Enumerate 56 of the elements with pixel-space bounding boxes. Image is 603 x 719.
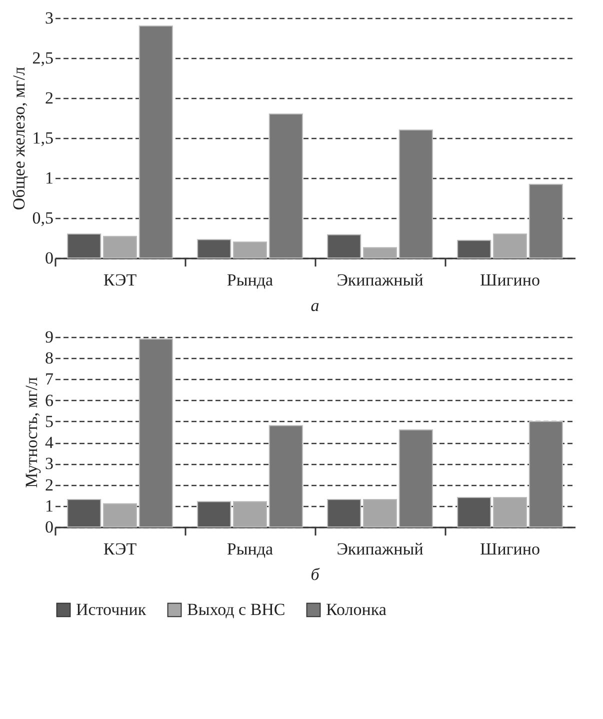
y-tick-label: 9 xyxy=(45,328,54,346)
bar xyxy=(197,501,232,528)
bar xyxy=(327,234,362,258)
y-tick-label: 3 xyxy=(45,8,54,28)
y-tick-label: 0 xyxy=(45,518,54,536)
bar xyxy=(492,234,528,258)
x-tick-label: Шигино xyxy=(480,270,540,290)
bar xyxy=(398,429,433,528)
y-tick-label: 1,5 xyxy=(32,128,54,148)
y-tick-label: 2,5 xyxy=(32,48,54,68)
bar xyxy=(398,130,433,258)
y-tick-label: 0,5 xyxy=(32,208,54,228)
text: б xyxy=(310,565,320,584)
bar xyxy=(138,338,173,528)
y-tick-label: 2 xyxy=(45,475,54,494)
bar xyxy=(268,425,303,528)
bar xyxy=(197,239,232,258)
y-tick-label: 3 xyxy=(45,454,54,474)
bar xyxy=(457,496,492,528)
legend-label: Колонка xyxy=(326,600,387,619)
bar xyxy=(232,501,268,528)
y-tick-label: 6 xyxy=(45,390,54,410)
bar xyxy=(362,247,398,258)
y-axis-title: Мутность, мг/л xyxy=(22,376,41,488)
bar xyxy=(268,114,303,258)
x-tick-label: Шигино xyxy=(480,540,540,558)
bar xyxy=(232,242,268,258)
bar xyxy=(67,234,102,258)
bar xyxy=(492,496,528,528)
bar xyxy=(102,236,138,258)
bar xyxy=(138,26,173,258)
y-tick-label: 1 xyxy=(45,168,54,188)
bar xyxy=(362,499,398,528)
x-tick-label: Рында xyxy=(226,270,274,290)
y-tick-label: 2 xyxy=(45,88,54,108)
x-tick-label: Экипажный xyxy=(336,540,424,558)
y-tick-label: 7 xyxy=(45,370,54,389)
bar xyxy=(528,184,563,258)
x-tick-label: Рында xyxy=(226,540,274,558)
bar xyxy=(327,499,362,528)
x-tick-label: КЭТ xyxy=(103,270,138,290)
y-tick-label: 1 xyxy=(45,496,54,516)
y-tick-label: 4 xyxy=(45,433,54,452)
bar xyxy=(102,503,138,528)
y-axis-title: Общее железо, мг/л xyxy=(9,66,28,210)
legend-label: Источник xyxy=(76,600,147,619)
x-tick-label: КЭТ xyxy=(103,540,138,558)
bar xyxy=(67,499,102,528)
legend-label: Выход с ВНС xyxy=(187,600,286,619)
x-tick-label: Экипажный xyxy=(336,270,424,290)
bar xyxy=(528,420,563,528)
y-tick-label: 0 xyxy=(45,248,54,268)
text: а xyxy=(310,296,320,315)
bar xyxy=(457,240,492,258)
y-tick-label: 8 xyxy=(45,348,54,368)
y-tick-label: 5 xyxy=(45,412,54,431)
